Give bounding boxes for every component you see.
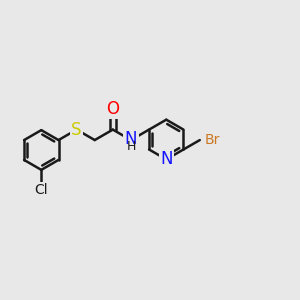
Text: Br: Br [204,133,220,147]
Text: Cl: Cl [34,183,48,197]
Text: H: H [126,140,136,153]
Text: N: N [160,150,172,168]
Text: N: N [125,130,137,148]
Text: O: O [106,100,119,118]
Text: S: S [71,121,82,139]
